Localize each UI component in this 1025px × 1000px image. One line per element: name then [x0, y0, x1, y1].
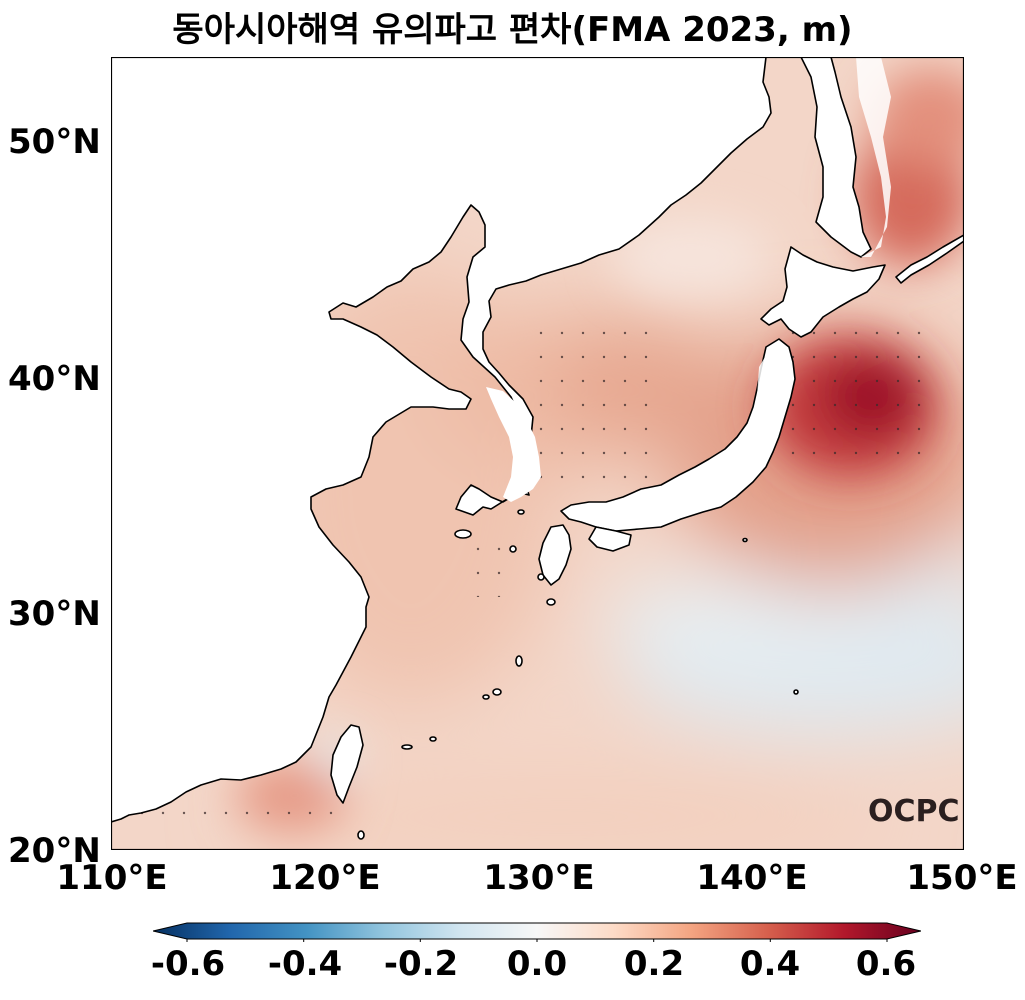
lat-tick-50: 50°N	[8, 122, 101, 162]
colorbar-tick-02: 0.2	[623, 944, 685, 984]
lon-tick-140: 140°E	[696, 858, 808, 898]
ocpc-logo: OCPC	[868, 794, 960, 829]
colorbar-tick-neg04: -0.4	[267, 944, 343, 984]
hokkaido	[760, 246, 886, 338]
colorbar-graphic	[152, 922, 922, 943]
lat-tick-20: 20°N	[8, 831, 101, 871]
map-border	[111, 57, 964, 850]
colorbar	[152, 920, 922, 943]
shikoku	[588, 526, 632, 552]
lon-tick-120: 120°E	[269, 858, 381, 898]
lon-tick-130: 130°E	[483, 858, 595, 898]
colorbar-tick-0: 0.0	[506, 944, 568, 984]
korean-peninsula	[486, 387, 541, 502]
map-panel	[111, 57, 964, 850]
land-coastlines	[111, 57, 964, 840]
asian-mainland	[111, 57, 772, 823]
lon-tick-110: 110°E	[56, 858, 168, 898]
sakhalin	[800, 57, 872, 258]
honshu	[560, 338, 796, 532]
map-title: 동아시아해역 유의파고 편차(FMA 2023, m)	[172, 10, 853, 50]
taiwan	[330, 724, 364, 804]
colorbar-tick-04: 0.4	[739, 944, 801, 984]
colorbar-tick-06: 0.6	[855, 944, 917, 984]
lat-tick-40: 40°N	[8, 359, 101, 399]
kyushu	[538, 524, 572, 586]
significance-stippling	[141, 322, 931, 832]
lat-tick-30: 30°N	[8, 594, 101, 634]
missing-data-mask	[757, 57, 891, 417]
lon-tick-150: 150°E	[906, 858, 1018, 898]
jeju-island	[454, 529, 472, 539]
wave-height-anomaly-map	[111, 57, 964, 850]
colorbar-tick-neg02: -0.2	[383, 944, 459, 984]
colorbar-tick-neg06: -0.6	[150, 944, 226, 984]
